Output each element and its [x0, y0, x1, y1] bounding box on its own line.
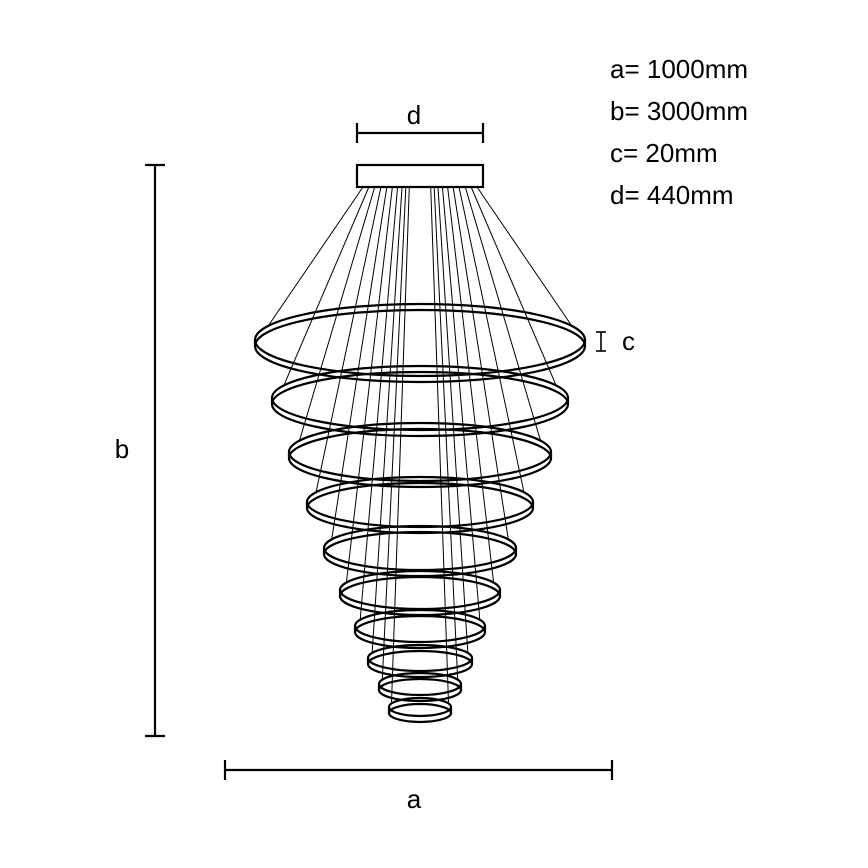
dimension-d-label: d — [407, 100, 421, 130]
dimension-b: b — [115, 165, 165, 736]
rings — [255, 304, 585, 722]
dimension-a-label: a — [407, 784, 422, 814]
dimension-a: a — [225, 760, 612, 814]
dimension-b-label: b — [115, 434, 129, 464]
legend-item-a: a= 1000mm — [610, 54, 748, 84]
suspension-wires — [268, 187, 572, 703]
legend-item-c: c= 20mm — [610, 138, 718, 168]
ring-1 — [255, 304, 585, 382]
ceiling-mount — [357, 165, 483, 187]
legend-item-b: b= 3000mm — [610, 96, 748, 126]
chandelier-dimension-diagram: a= 1000mm b= 3000mm c= 20mm d= 440mm d b a c — [0, 0, 868, 868]
ring-4 — [307, 477, 533, 533]
legend: a= 1000mm b= 3000mm c= 20mm d= 440mm — [610, 54, 748, 210]
dimension-d: d — [357, 100, 483, 143]
legend-item-d: d= 440mm — [610, 180, 734, 210]
dimension-c-label: c — [622, 326, 635, 356]
ring-7 — [355, 610, 485, 648]
dimension-c: c — [596, 326, 635, 356]
